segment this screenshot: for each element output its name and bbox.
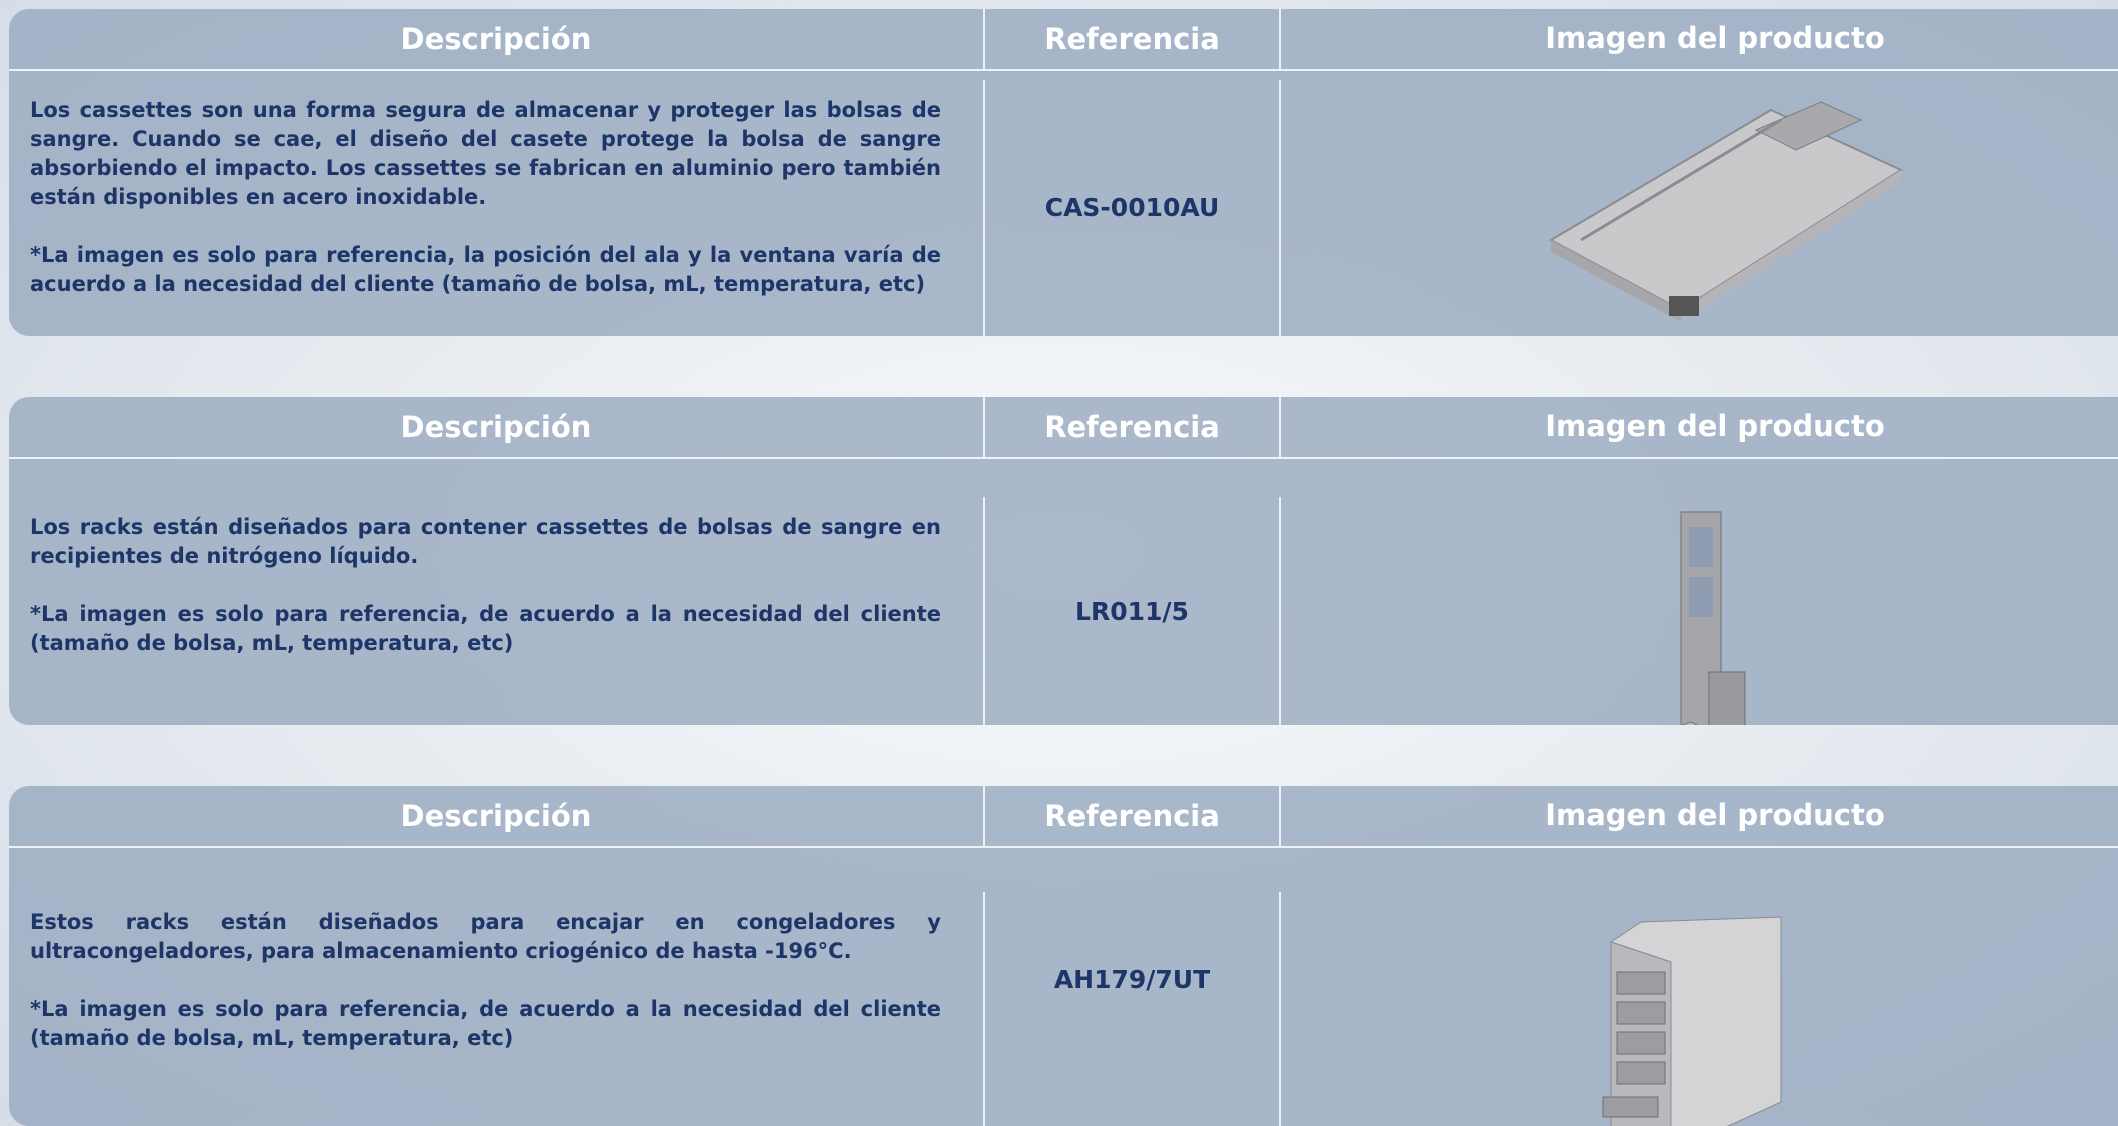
description: Estos racks están diseñados para encajar…	[9, 892, 985, 1126]
paragraph: Los cassettes son una forma segura de al…	[30, 97, 941, 209]
reference: LR011/5	[985, 497, 1281, 725]
paragraph: *La imagen es solo para referencia, de a…	[30, 997, 941, 1050]
paragraph: Estos racks están diseñados para encajar…	[30, 910, 941, 963]
product-table: Descripción Referencia Imagen del produc…	[9, 9, 2118, 336]
product-image	[1281, 497, 2118, 725]
header-cell: Referencia	[985, 786, 1281, 848]
reference: CAS-0010AU	[985, 79, 1281, 336]
header-cell: Descripción	[9, 397, 985, 459]
product-image	[1281, 892, 2118, 1126]
header-cell: Imagen del producto	[1281, 786, 2118, 848]
paragraph: *La imagen es solo para referencia, de a…	[30, 602, 941, 655]
product-table: Descripción Referencia Imagen del produc…	[9, 397, 2118, 725]
cassette-image	[1548, 100, 1904, 322]
header-cell: Descripción	[9, 9, 985, 71]
reference: AH179/7UT	[985, 892, 1281, 1126]
header-cell: Referencia	[985, 397, 1281, 459]
header-cell: Referencia	[985, 9, 1281, 71]
product-table: Descripción Referencia Imagen del produc…	[9, 786, 2118, 1126]
rack-image	[1680, 511, 1746, 725]
description: Los racks están diseñados para contener …	[9, 497, 985, 725]
header-cell: Imagen del producto	[1281, 397, 2118, 459]
description: Los cassettes son una forma segura de al…	[9, 79, 985, 336]
header-cell: Descripción	[9, 786, 985, 848]
paragraph: *La imagen es solo para referencia, la p…	[30, 242, 941, 296]
product-image	[1281, 80, 2118, 337]
freezer-rack-image	[1602, 916, 1782, 1126]
header-cell: Imagen del producto	[1281, 9, 2118, 71]
paragraph: Los racks están diseñados para contener …	[30, 515, 941, 568]
